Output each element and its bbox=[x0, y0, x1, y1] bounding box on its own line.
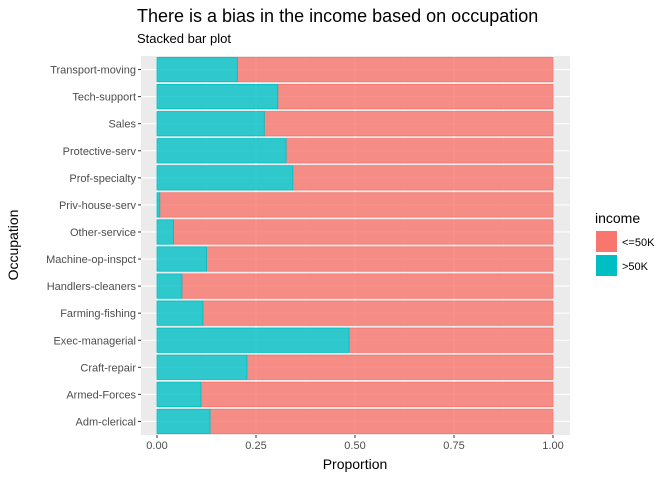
bar-gt50k bbox=[156, 219, 175, 245]
bar-gt50k bbox=[156, 111, 265, 137]
bar-gt50k bbox=[156, 327, 350, 353]
bar-gt50k bbox=[156, 273, 183, 299]
y-tick-label: Farming-fishing bbox=[60, 308, 136, 320]
y-tick-label: Tech-support bbox=[72, 92, 136, 104]
x-tick-label: 0.25 bbox=[245, 440, 266, 452]
y-tick-labels: Adm-clerical Armed-Forces Craft-repair Exec… bbox=[46, 65, 141, 428]
bar-gt50k bbox=[156, 165, 294, 191]
x-tick-label: 0.00 bbox=[146, 440, 167, 452]
y-axis-label: Occupation bbox=[5, 210, 21, 281]
legend: income <=50K >50K bbox=[595, 210, 655, 276]
bar-gt50k bbox=[156, 381, 202, 407]
bar-gt50k bbox=[156, 246, 207, 272]
bar-le50k bbox=[209, 408, 554, 435]
x-axis-label: Proportion bbox=[323, 456, 388, 472]
y-tick-label: Exec-managerial bbox=[53, 335, 136, 347]
bar-le50k bbox=[181, 273, 554, 299]
bar-le50k bbox=[159, 192, 554, 218]
bar-le50k bbox=[200, 381, 554, 407]
bar-le50k bbox=[206, 246, 554, 272]
legend-key-le50k bbox=[596, 231, 617, 252]
chart-title: There is a bias in the income based on o… bbox=[137, 6, 538, 26]
bar-le50k bbox=[246, 354, 554, 380]
x-tick-label: 1.00 bbox=[542, 440, 563, 452]
bar-le50k bbox=[348, 327, 554, 353]
y-tick-label: Machine-op-inspct bbox=[46, 254, 136, 266]
legend-label-gt50k: >50K bbox=[622, 261, 649, 273]
bar-le50k bbox=[202, 300, 554, 326]
y-tick-label: Craft-repair bbox=[80, 362, 136, 374]
bar-le50k bbox=[292, 165, 554, 191]
bar-gt50k bbox=[156, 56, 238, 83]
bar-gt50k bbox=[156, 192, 161, 218]
y-tick-label: Prof-specialty bbox=[69, 173, 136, 185]
chart-subtitle: Stacked bar plot bbox=[137, 31, 231, 46]
y-tick-label: Adm-clerical bbox=[75, 416, 136, 428]
x-tick-label: 0.50 bbox=[344, 440, 365, 452]
y-tick-label: Transport-moving bbox=[50, 65, 136, 77]
y-tick-label: Other-service bbox=[70, 227, 136, 239]
bar-le50k bbox=[277, 84, 554, 110]
y-tick-label: Protective-serv bbox=[63, 146, 137, 158]
y-tick-label: Armed-Forces bbox=[66, 389, 136, 401]
bar-le50k bbox=[236, 56, 554, 83]
y-tick-label: Sales bbox=[108, 119, 136, 131]
legend-key-gt50k bbox=[596, 255, 617, 276]
bar-gt50k bbox=[156, 138, 287, 164]
bar-gt50k bbox=[156, 300, 204, 326]
x-tick-labels: 0.00 0.25 0.50 0.75 1.00 bbox=[146, 435, 564, 452]
y-tick-label: Handlers-cleaners bbox=[47, 281, 137, 293]
legend-label-le50k: <=50K bbox=[622, 237, 655, 249]
bar-gt50k bbox=[156, 84, 279, 110]
y-tick-label: Priv-house-serv bbox=[59, 200, 137, 212]
legend-title: income bbox=[595, 210, 640, 226]
bar-gt50k bbox=[156, 354, 248, 380]
bar-le50k bbox=[285, 138, 554, 164]
bar-le50k bbox=[263, 111, 554, 137]
bar-le50k bbox=[173, 219, 554, 245]
bars-group bbox=[156, 56, 554, 435]
x-tick-label: 0.75 bbox=[443, 440, 464, 452]
bar-gt50k bbox=[156, 408, 211, 435]
